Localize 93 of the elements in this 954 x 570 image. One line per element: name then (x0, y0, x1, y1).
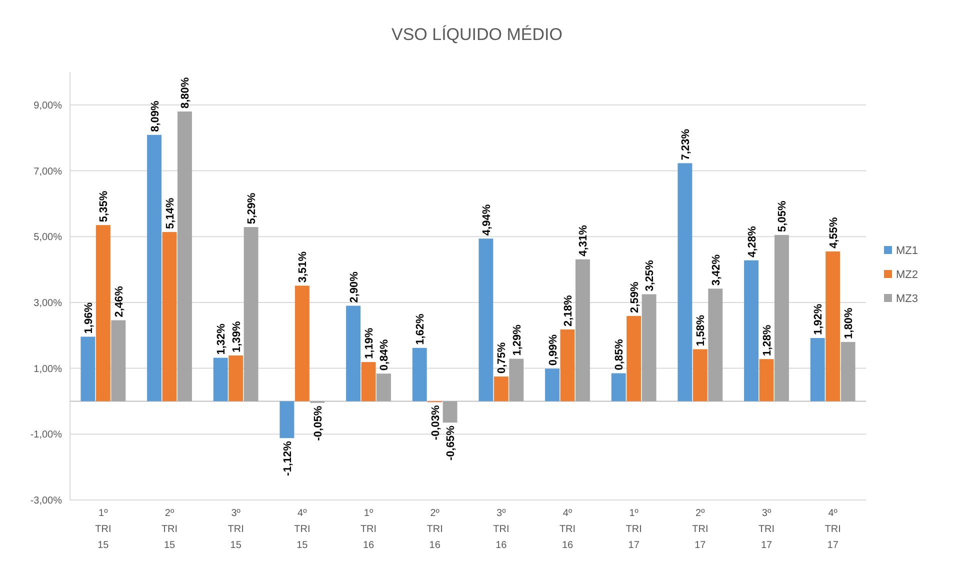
data-label: 0,99% (547, 334, 560, 366)
data-label: 1,96% (82, 302, 95, 334)
bar (678, 163, 692, 402)
bar (96, 225, 110, 402)
data-label: 5,05% (776, 200, 789, 232)
bar (442, 401, 458, 423)
data-label: 0,84% (378, 339, 391, 371)
bar (575, 259, 590, 402)
data-label: -0,03% (430, 405, 442, 440)
bar (692, 349, 708, 402)
y-tick-label: -1,00% (30, 430, 62, 441)
bar (346, 306, 361, 402)
x-tick-label: 2º TRI 16 (426, 508, 443, 551)
data-label: 7,23% (680, 128, 692, 160)
data-label: 5,29% (246, 192, 258, 224)
bar (361, 362, 376, 402)
data-label: 8,80% (180, 77, 192, 109)
bar (774, 234, 789, 402)
bar (494, 376, 508, 402)
chart-title: VSO LÍQUIDO MÉDIO (392, 25, 562, 44)
bar (509, 358, 524, 402)
data-label: -0,65% (445, 425, 458, 460)
data-label: 1,19% (364, 328, 376, 360)
y-tick-label: 5,00% (34, 232, 62, 244)
bar (147, 134, 162, 402)
x-tick-label: 2º TRI 17 (692, 508, 708, 551)
bar (626, 316, 642, 402)
x-tick-label: 1º TRI 17 (626, 508, 642, 551)
bar (376, 374, 391, 402)
bar (162, 232, 177, 402)
y-tick-label: 7,00% (34, 166, 62, 178)
bar (280, 401, 294, 438)
x-tick-label: 3º TRI 15 (228, 508, 244, 551)
data-label: 2,46% (113, 286, 126, 318)
bar (810, 338, 825, 402)
y-tick-label: 9,00% (34, 100, 62, 112)
x-tick-label: 3º TRI 16 (493, 508, 510, 551)
data-label: 4,31% (578, 224, 590, 256)
data-label: 0,75% (496, 342, 508, 374)
data-label: 4,28% (746, 226, 758, 258)
bar (177, 112, 192, 402)
x-tick-label: 4º TRI 16 (559, 508, 576, 551)
data-label: -1,12% (282, 440, 294, 476)
bar (213, 358, 228, 402)
y-tick-label: 3,00% (34, 298, 62, 309)
bar (244, 227, 258, 402)
bar (708, 288, 723, 402)
data-label: 2,59% (628, 282, 641, 313)
y-tick-label: -3,00% (30, 496, 62, 506)
data-label: 3,25% (644, 260, 656, 292)
data-label: 4,94% (480, 204, 493, 236)
data-label: 1,29% (511, 324, 524, 356)
bar (611, 373, 626, 402)
bar (545, 368, 560, 402)
bar (642, 294, 656, 402)
data-label: 1,32% (216, 323, 228, 355)
data-label: 3,51% (297, 251, 310, 283)
data-label: 0,85% (614, 338, 626, 370)
data-label: 1,92% (812, 304, 825, 336)
bar (294, 286, 310, 402)
bar (478, 238, 494, 402)
data-label: 3,42% (710, 254, 722, 286)
y-tick-label: 1,00% (34, 364, 62, 375)
data-label: 2,90% (348, 271, 360, 303)
x-tick-label: 3º TRI 17 (758, 508, 775, 551)
bar (826, 251, 840, 402)
data-label: 1,28% (762, 324, 774, 356)
bar (412, 348, 427, 402)
bar (111, 320, 126, 402)
x-tick-label: 1º TRI 15 (95, 508, 112, 551)
data-label: -0,05% (312, 406, 324, 441)
data-label: 2,18% (562, 295, 574, 326)
bar (80, 336, 96, 402)
x-tick-label: 1º TRI 16 (360, 508, 377, 551)
data-label: 8,09% (149, 100, 162, 132)
x-tick-label: 4º TRI 15 (294, 508, 310, 551)
x-tick-label: 4º TRI 17 (824, 508, 841, 551)
bar (759, 359, 774, 402)
legend-label: MZ2 (896, 268, 918, 281)
legend-label: MZ1 (896, 244, 918, 257)
data-label: 5,35% (98, 190, 110, 222)
bar (744, 260, 759, 402)
data-label: 5,14% (164, 198, 176, 230)
data-label: 1,62% (414, 313, 427, 345)
x-tick-label: 2º TRI 15 (161, 508, 178, 551)
bar (228, 355, 244, 402)
data-label: 1,39% (230, 321, 243, 352)
data-label: 4,55% (828, 217, 840, 248)
data-label: 1,80% (843, 308, 856, 339)
legend-label: MZ3 (896, 292, 918, 305)
bar (840, 342, 856, 402)
bar (560, 329, 575, 402)
data-label: 1,58% (695, 314, 708, 346)
